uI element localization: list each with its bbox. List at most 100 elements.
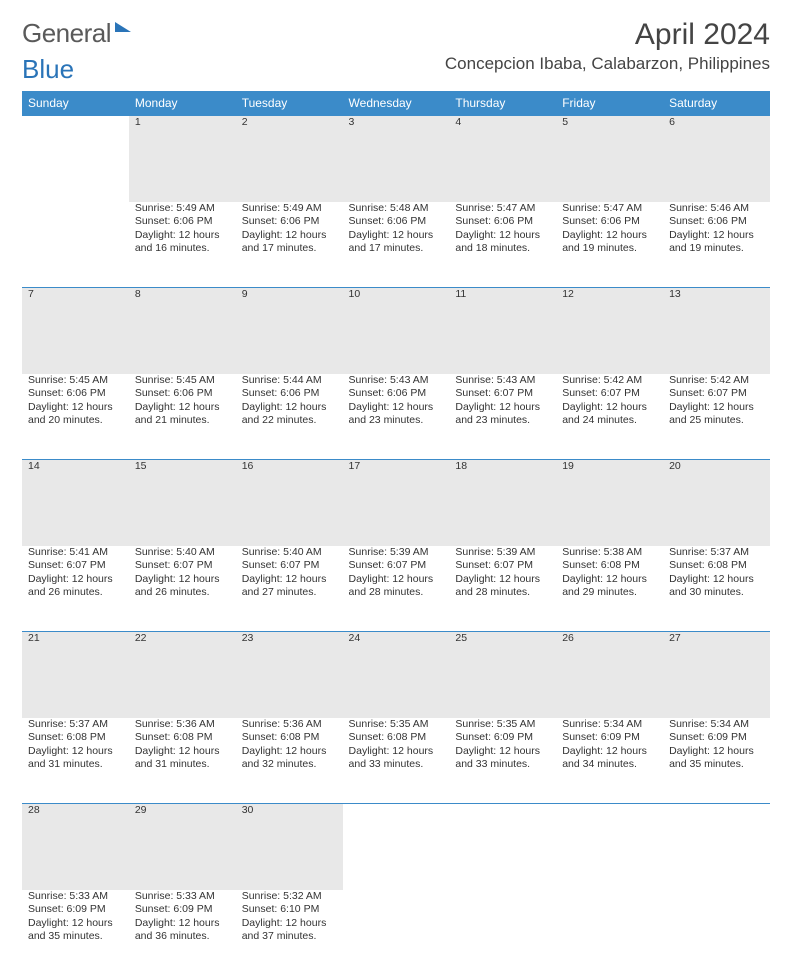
daylight-line: Daylight: 12 hours and 19 minutes.	[669, 229, 764, 256]
daylight-line: Daylight: 12 hours and 29 minutes.	[562, 573, 657, 600]
day-number-row: 21222324252627	[22, 632, 770, 718]
daylight-line: Daylight: 12 hours and 28 minutes.	[455, 573, 550, 600]
sunrise-line: Sunrise: 5:42 AM	[669, 374, 764, 388]
day-cell: Sunrise: 5:47 AMSunset: 6:06 PMDaylight:…	[449, 202, 556, 288]
sunrise-line: Sunrise: 5:42 AM	[562, 374, 657, 388]
daylight-line: Daylight: 12 hours and 36 minutes.	[135, 917, 230, 944]
day-cell: Sunrise: 5:35 AMSunset: 6:08 PMDaylight:…	[343, 718, 450, 804]
day-number-cell: 8	[129, 288, 236, 374]
daylight-line: Daylight: 12 hours and 35 minutes.	[669, 745, 764, 772]
day-cell: Sunrise: 5:47 AMSunset: 6:06 PMDaylight:…	[556, 202, 663, 288]
daylight-line: Daylight: 12 hours and 33 minutes.	[349, 745, 444, 772]
sunrise-line: Sunrise: 5:35 AM	[349, 718, 444, 732]
sunset-line: Sunset: 6:09 PM	[28, 903, 123, 917]
sunset-line: Sunset: 6:09 PM	[455, 731, 550, 745]
day-cell: Sunrise: 5:44 AMSunset: 6:06 PMDaylight:…	[236, 374, 343, 460]
day-cell: Sunrise: 5:37 AMSunset: 6:08 PMDaylight:…	[22, 718, 129, 804]
daylight-line: Daylight: 12 hours and 32 minutes.	[242, 745, 337, 772]
day-number-cell: 21	[22, 632, 129, 718]
day-number-cell: 17	[343, 460, 450, 546]
day-cell: Sunrise: 5:46 AMSunset: 6:06 PMDaylight:…	[663, 202, 770, 288]
sunrise-line: Sunrise: 5:46 AM	[669, 202, 764, 216]
sunrise-line: Sunrise: 5:38 AM	[562, 546, 657, 560]
day-cell: Sunrise: 5:48 AMSunset: 6:06 PMDaylight:…	[343, 202, 450, 288]
day-number-cell: 15	[129, 460, 236, 546]
daylight-line: Daylight: 12 hours and 33 minutes.	[455, 745, 550, 772]
day-cell: Sunrise: 5:41 AMSunset: 6:07 PMDaylight:…	[22, 546, 129, 632]
daylight-line: Daylight: 12 hours and 31 minutes.	[135, 745, 230, 772]
day-cell: Sunrise: 5:32 AMSunset: 6:10 PMDaylight:…	[236, 890, 343, 976]
sunset-line: Sunset: 6:06 PM	[669, 215, 764, 229]
daylight-line: Daylight: 12 hours and 26 minutes.	[28, 573, 123, 600]
daylight-line: Daylight: 12 hours and 19 minutes.	[562, 229, 657, 256]
day-cell: Sunrise: 5:43 AMSunset: 6:06 PMDaylight:…	[343, 374, 450, 460]
day-number-cell: 11	[449, 288, 556, 374]
sunset-line: Sunset: 6:07 PM	[135, 559, 230, 573]
weekday-header: Friday	[556, 91, 663, 116]
day-number-cell	[556, 804, 663, 890]
day-number-cell: 5	[556, 116, 663, 202]
sunset-line: Sunset: 6:09 PM	[669, 731, 764, 745]
sunset-line: Sunset: 6:06 PM	[349, 215, 444, 229]
day-cell	[22, 202, 129, 288]
daylight-line: Daylight: 12 hours and 31 minutes.	[28, 745, 123, 772]
daylight-line: Daylight: 12 hours and 26 minutes.	[135, 573, 230, 600]
day-number-cell: 25	[449, 632, 556, 718]
day-cell: Sunrise: 5:34 AMSunset: 6:09 PMDaylight:…	[663, 718, 770, 804]
day-number-cell: 23	[236, 632, 343, 718]
day-number-cell: 16	[236, 460, 343, 546]
daylight-line: Daylight: 12 hours and 34 minutes.	[562, 745, 657, 772]
daylight-line: Daylight: 12 hours and 37 minutes.	[242, 917, 337, 944]
sunrise-line: Sunrise: 5:34 AM	[562, 718, 657, 732]
day-cell: Sunrise: 5:37 AMSunset: 6:08 PMDaylight:…	[663, 546, 770, 632]
logo-text-2: Blue	[22, 54, 74, 84]
daylight-line: Daylight: 12 hours and 18 minutes.	[455, 229, 550, 256]
sunrise-line: Sunrise: 5:44 AM	[242, 374, 337, 388]
sunrise-line: Sunrise: 5:32 AM	[242, 890, 337, 904]
sunrise-line: Sunrise: 5:39 AM	[455, 546, 550, 560]
sunset-line: Sunset: 6:06 PM	[455, 215, 550, 229]
day-number-cell: 18	[449, 460, 556, 546]
day-cell: Sunrise: 5:45 AMSunset: 6:06 PMDaylight:…	[22, 374, 129, 460]
day-cell	[449, 890, 556, 976]
sunrise-line: Sunrise: 5:47 AM	[455, 202, 550, 216]
day-content-row: Sunrise: 5:37 AMSunset: 6:08 PMDaylight:…	[22, 718, 770, 804]
day-cell	[663, 890, 770, 976]
daylight-line: Daylight: 12 hours and 16 minutes.	[135, 229, 230, 256]
sunrise-line: Sunrise: 5:41 AM	[28, 546, 123, 560]
day-cell: Sunrise: 5:42 AMSunset: 6:07 PMDaylight:…	[663, 374, 770, 460]
day-content-row: Sunrise: 5:41 AMSunset: 6:07 PMDaylight:…	[22, 546, 770, 632]
day-cell: Sunrise: 5:39 AMSunset: 6:07 PMDaylight:…	[449, 546, 556, 632]
day-number-cell	[22, 116, 129, 202]
sunrise-line: Sunrise: 5:33 AM	[28, 890, 123, 904]
sunrise-line: Sunrise: 5:40 AM	[242, 546, 337, 560]
day-cell: Sunrise: 5:38 AMSunset: 6:08 PMDaylight:…	[556, 546, 663, 632]
weekday-header: Saturday	[663, 91, 770, 116]
logo-text-1: General	[22, 18, 111, 49]
day-number-cell: 14	[22, 460, 129, 546]
daylight-line: Daylight: 12 hours and 23 minutes.	[349, 401, 444, 428]
sunset-line: Sunset: 6:06 PM	[349, 387, 444, 401]
day-cell: Sunrise: 5:49 AMSunset: 6:06 PMDaylight:…	[129, 202, 236, 288]
sunset-line: Sunset: 6:08 PM	[28, 731, 123, 745]
day-cell: Sunrise: 5:43 AMSunset: 6:07 PMDaylight:…	[449, 374, 556, 460]
sunset-line: Sunset: 6:07 PM	[455, 387, 550, 401]
sunrise-line: Sunrise: 5:36 AM	[242, 718, 337, 732]
logo-triangle-icon	[115, 22, 131, 32]
daylight-line: Daylight: 12 hours and 25 minutes.	[669, 401, 764, 428]
daylight-line: Daylight: 12 hours and 22 minutes.	[242, 401, 337, 428]
day-content-row: Sunrise: 5:33 AMSunset: 6:09 PM Daylight:…	[22, 890, 770, 976]
sunset-line: Sunset: 6:10 PM	[242, 903, 337, 917]
day-cell	[343, 890, 450, 976]
sunset-line: Sunset: 6:06 PM	[242, 387, 337, 401]
day-number-cell: 12	[556, 288, 663, 374]
sunset-line: Sunset: 6:06 PM	[135, 387, 230, 401]
day-content-row: Sunrise: 5:45 AMSunset: 6:06 PMDaylight:…	[22, 374, 770, 460]
day-number-row: 282930	[22, 804, 770, 890]
weekday-header: Monday	[129, 91, 236, 116]
sunrise-line: Sunrise: 5:43 AM	[349, 374, 444, 388]
day-number-cell: 13	[663, 288, 770, 374]
day-number-cell: 4	[449, 116, 556, 202]
day-number-row: 78910111213	[22, 288, 770, 374]
day-cell: Sunrise: 5:36 AMSunset: 6:08 PMDaylight:…	[129, 718, 236, 804]
